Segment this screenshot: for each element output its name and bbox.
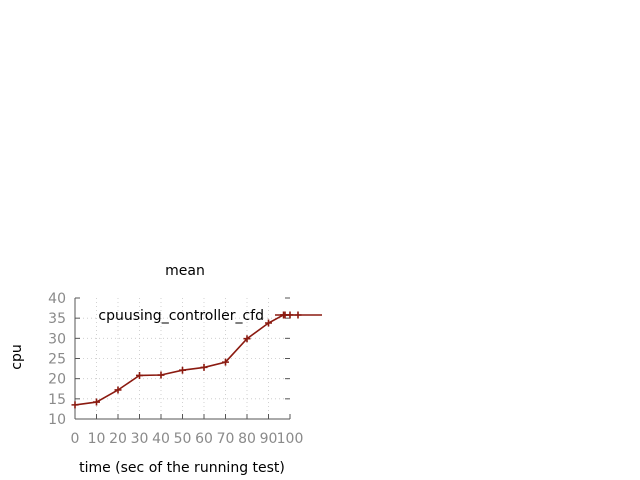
data-point <box>243 335 251 343</box>
x-tick-label: 90 <box>260 431 278 447</box>
chart-title: mean <box>165 263 205 279</box>
x-tick-label: 20 <box>109 431 127 447</box>
x-tick-label: 40 <box>152 431 170 447</box>
data-point <box>93 398 100 406</box>
y-tick-label: 40 <box>48 291 66 307</box>
x-tick-label: 30 <box>131 431 149 447</box>
x-tick-label: 60 <box>195 431 213 447</box>
data-point <box>222 358 229 366</box>
y-tick-label: 35 <box>48 311 66 327</box>
y-tick-label: 10 <box>48 412 66 428</box>
data-point <box>71 401 79 409</box>
x-axis-label: time (sec of the running test) <box>79 460 285 476</box>
x-tick-label: 80 <box>238 431 256 447</box>
series-group <box>71 311 294 409</box>
tick-marks <box>74 297 291 420</box>
legend: cpuusing_controller_cfd <box>98 308 322 324</box>
y-tick-label: 20 <box>48 372 66 388</box>
data-point <box>200 363 208 371</box>
data-point <box>280 311 288 319</box>
x-tick-label: 50 <box>174 431 192 447</box>
x-tick-label: 10 <box>88 431 106 447</box>
data-point <box>114 386 122 394</box>
x-tick-label: 0 <box>71 431 80 447</box>
data-point <box>179 366 186 374</box>
data-point <box>265 319 272 327</box>
x-tick-label: 100 <box>277 431 304 447</box>
data-point <box>136 371 143 379</box>
series-line <box>74 314 290 406</box>
y-tick-label: 30 <box>48 331 66 347</box>
y-tick-label: 15 <box>48 392 66 408</box>
data-point <box>286 311 294 319</box>
legend-marker <box>294 311 302 319</box>
x-tick-label: 70 <box>217 431 235 447</box>
y-axis-label: cpu <box>9 344 25 369</box>
legend-label: cpuusing_controller_cfd <box>98 308 264 324</box>
grid-lines <box>75 298 290 419</box>
y-tick-label: 25 <box>48 352 66 368</box>
data-point <box>157 371 165 379</box>
